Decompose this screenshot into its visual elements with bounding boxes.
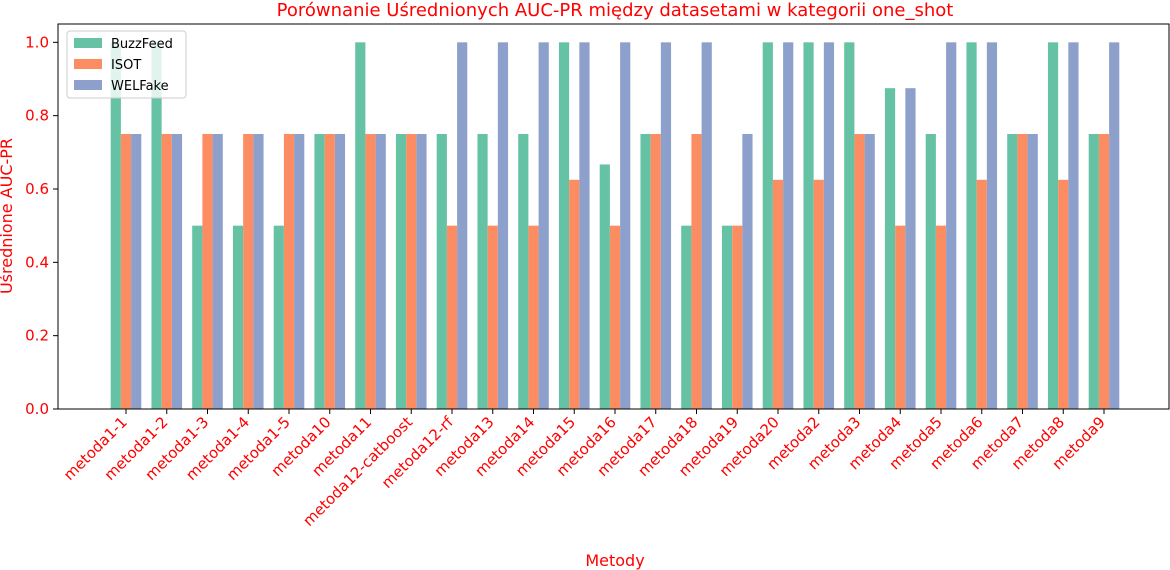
bar-buzzfeed-metoda5	[925, 134, 936, 409]
bar-welfake-metoda12-catboost	[416, 134, 427, 409]
x-axis-label: Metody	[585, 551, 644, 570]
bar-isot-metoda12-catboost	[406, 134, 417, 409]
bar-isot-metoda1-5	[283, 134, 295, 409]
chart-title: Porównanie Uśrednionych AUC-PR między da…	[277, 0, 954, 21]
bar-isot-metoda14	[528, 225, 539, 409]
bar-welfake-metoda8	[1068, 42, 1079, 409]
bar-buzzfeed-metoda20	[762, 42, 773, 409]
bar-welfake-metoda18	[701, 42, 712, 409]
bar-welfake-metoda1-2	[171, 134, 183, 409]
y-tick-label: 1.0	[25, 33, 49, 51]
bar-welfake-metoda3	[864, 134, 875, 409]
bar-welfake-metoda19	[742, 134, 753, 409]
bar-buzzfeed-metoda12-catboost	[395, 134, 407, 409]
legend: BuzzFeed ISOT WELFake	[66, 30, 187, 99]
bar-buzzfeed-metoda1-2	[151, 42, 162, 409]
bar-welfake-metoda9	[1109, 42, 1120, 409]
bar-isot-metoda15	[569, 179, 580, 409]
bar-buzzfeed-metoda8	[1047, 42, 1059, 409]
bar-welfake-metoda1-3	[212, 134, 223, 409]
bar-isot-metoda19	[732, 225, 743, 409]
y-tick-label: 0.2	[25, 327, 49, 345]
bar-welfake-metoda15	[579, 42, 590, 409]
bar-welfake-metoda4	[905, 88, 916, 410]
bar-buzzfeed-metoda12-rf	[436, 134, 447, 409]
y-tick-label: 0.4	[25, 253, 49, 271]
bar-welfake-metoda7	[1027, 134, 1038, 409]
axes-group	[57, 23, 1170, 410]
bar-welfake-metoda20	[783, 42, 794, 409]
bar-buzzfeed-metoda15	[558, 42, 570, 409]
bar-welfake-metoda1-1	[131, 134, 142, 409]
bar-isot-metoda2	[813, 179, 824, 409]
bar-buzzfeed-metoda16	[599, 164, 610, 409]
legend-label-welfake: WELFake	[111, 79, 169, 94]
bar-isot-metoda18	[691, 134, 702, 409]
bar-buzzfeed-metoda10	[314, 134, 325, 409]
bar-isot-metoda5	[935, 225, 947, 409]
y-tick-label: 0.0	[25, 400, 49, 418]
bar-welfake-metoda1-4	[253, 134, 264, 409]
legend-swatch-isot	[74, 59, 102, 69]
y-axis-label: Uśrednione AUC-PR	[0, 138, 16, 294]
bar-buzzfeed-metoda9	[1088, 134, 1099, 409]
legend-swatch-buzzfeed	[74, 38, 102, 48]
bar-isot-metoda1-2	[161, 134, 172, 409]
bar-isot-metoda20	[772, 179, 784, 409]
bar-welfake-metoda10	[334, 134, 346, 409]
bar-welfake-metoda11	[375, 134, 386, 409]
bar-welfake-metoda5	[946, 42, 957, 409]
bar-welfake-metoda6	[986, 42, 998, 409]
bar-isot-metoda4	[895, 225, 906, 409]
bar-isot-metoda7	[1017, 134, 1028, 409]
plot-frame	[57, 23, 1170, 410]
bar-isot-metoda8	[1058, 179, 1069, 409]
bar-welfake-metoda16	[620, 42, 631, 409]
legend-swatch-welfake	[74, 80, 102, 90]
x-ticks-group: metoda1-1metoda1-2metoda1-3metoda1-4meto…	[60, 409, 1109, 530]
bar-buzzfeed-metoda4	[884, 88, 896, 410]
bar-isot-metoda6	[976, 179, 987, 409]
bar-buzzfeed-metoda1-3	[192, 225, 203, 409]
bar-buzzfeed-metoda1-5	[273, 225, 284, 409]
bar-buzzfeed-metoda13	[477, 134, 488, 409]
bar-buzzfeed-metoda1-1	[110, 42, 121, 409]
bar-isot-metoda1-1	[120, 134, 132, 409]
bar-buzzfeed-metoda11	[355, 42, 366, 409]
bars-group	[110, 42, 1120, 410]
legend-label-buzzfeed: BuzzFeed	[111, 37, 173, 52]
bar-buzzfeed-metoda17	[640, 134, 651, 409]
y-ticks-group: 0.0 0.2 0.4 0.6 0.8 1.0	[25, 33, 58, 418]
bar-welfake-metoda12-rf	[457, 42, 468, 409]
bar-isot-metoda16	[609, 225, 621, 409]
bar-welfake-metoda2	[823, 42, 835, 409]
bar-buzzfeed-metoda6	[966, 42, 977, 409]
bar-isot-metoda9	[1098, 134, 1110, 409]
bar-isot-metoda17	[650, 134, 661, 409]
bar-isot-metoda1-4	[243, 134, 254, 409]
y-tick-label: 0.8	[25, 107, 49, 125]
bar-isot-metoda13	[487, 225, 498, 409]
bar-welfake-metoda17	[660, 42, 672, 409]
bar-isot-metoda11	[365, 134, 376, 409]
bar-buzzfeed-metoda1-4	[232, 225, 244, 409]
bar-isot-metoda3	[854, 134, 865, 409]
bar-isot-metoda1-3	[202, 134, 213, 409]
legend-label-isot: ISOT	[111, 58, 141, 73]
bar-buzzfeed-metoda2	[803, 42, 814, 409]
bar-buzzfeed-metoda3	[844, 42, 855, 409]
bar-buzzfeed-metoda7	[1007, 134, 1018, 409]
bar-welfake-metoda14	[538, 42, 549, 409]
bar-buzzfeed-metoda19	[721, 225, 733, 409]
y-tick-label: 0.6	[25, 180, 49, 198]
bar-buzzfeed-metoda18	[681, 225, 692, 409]
bar-buzzfeed-metoda14	[518, 134, 529, 409]
bar-isot-metoda10	[324, 134, 335, 409]
bar-isot-metoda12-rf	[446, 225, 458, 409]
bar-welfake-metoda1-5	[294, 134, 305, 409]
bar-welfake-metoda13	[497, 42, 509, 409]
